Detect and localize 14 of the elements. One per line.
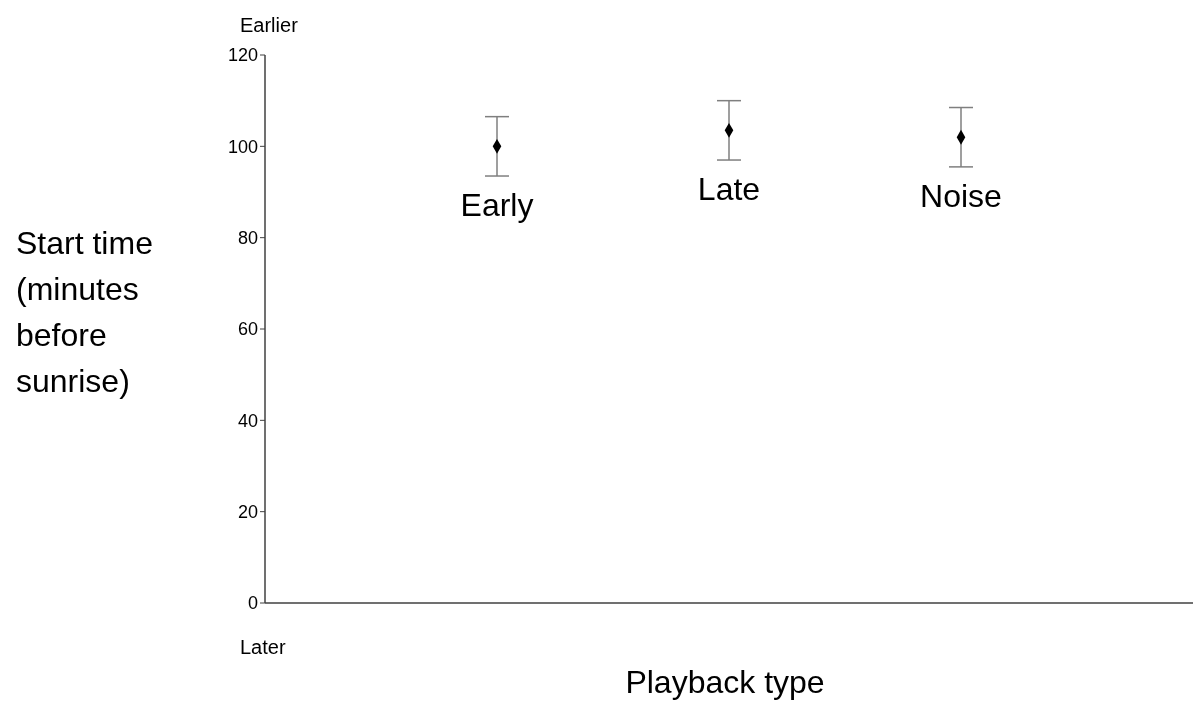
y-axis-title: Start time (minutes before sunrise) <box>16 224 154 401</box>
text: Earlier <box>240 14 298 37</box>
y-tick-label: 80 <box>237 228 258 249</box>
x-axis-title: Playback type <box>624 664 826 701</box>
text: Later <box>240 636 286 659</box>
y-tick-label: 0 <box>247 593 258 614</box>
y-tick-label: 60 <box>237 319 258 340</box>
x-tick-label: Early <box>460 187 534 224</box>
x-tick-label: Late <box>697 171 761 208</box>
y-tick-label: 40 <box>237 410 258 431</box>
y-tick-label: 100 <box>227 136 258 157</box>
x-tick-label: Noise <box>920 178 1002 215</box>
y-tick-label: 20 <box>237 502 258 523</box>
y-tick-label: 120 <box>227 45 258 66</box>
